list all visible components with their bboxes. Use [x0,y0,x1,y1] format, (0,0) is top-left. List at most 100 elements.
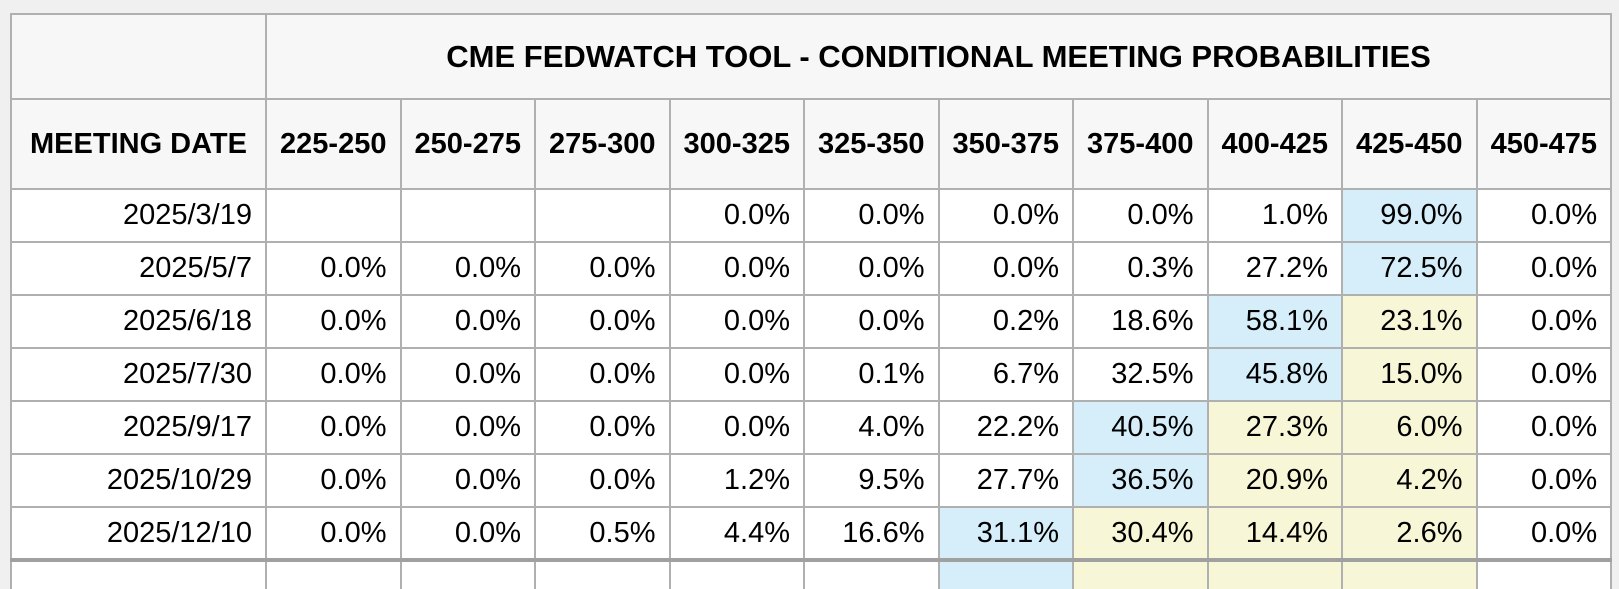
meeting-date-cell [10,558,267,589]
meeting-date-cell: 2025/7/30 [10,347,267,402]
probability-cell: 4.0% [803,400,940,455]
probability-cell: 0.0% [399,347,536,402]
probability-cell: 2.6% [1341,506,1478,561]
probability-cell: 0.0% [399,294,536,349]
probability-cell: 20.9% [1206,453,1343,508]
column-header-rate: 325-350 [803,98,940,190]
probability-cell: 22.2% [937,400,1074,455]
column-header-rate: 425-450 [1341,98,1478,190]
meeting-date-cell: 2025/5/7 [10,241,267,296]
probability-cell [399,188,536,243]
probability-cell: 0.0% [668,347,805,402]
probability-cell [1341,558,1478,589]
fedwatch-probabilities-table: CME FEDWATCH TOOL - CONDITIONAL MEETING … [10,13,1613,589]
column-header-rate: 450-475 [1475,98,1613,190]
probability-cell: 0.0% [1072,188,1209,243]
probability-cell [1072,558,1209,589]
probability-cell: 30.4% [1072,506,1209,561]
table-row: 2025/6/18 0.0% 0.0% 0.0% 0.0% 0.0% 0.2% … [10,294,1613,349]
probability-cell: 27.7% [937,453,1074,508]
partial-table-row [10,558,1613,589]
probability-cell: 0.0% [399,241,536,296]
probability-cell: 0.0% [1475,294,1613,349]
probability-cell [265,558,402,589]
probability-cell: 0.0% [1475,241,1613,296]
probability-cell: 0.5% [534,506,671,561]
table-row: 2025/3/19 0.0% 0.0% 0.0% 0.0% 1.0% 99.0%… [10,188,1613,243]
probability-cell [803,558,940,589]
probability-cell: 0.0% [265,453,402,508]
probability-cell [265,188,402,243]
probability-cell: 0.0% [534,400,671,455]
column-header-rate: 350-375 [937,98,1074,190]
meeting-date-cell: 2025/10/29 [10,453,267,508]
table-row: 2025/5/7 0.0% 0.0% 0.0% 0.0% 0.0% 0.0% 0… [10,241,1613,296]
probability-cell: 0.3% [1072,241,1209,296]
probability-cell [534,558,671,589]
table-row: 2025/9/17 0.0% 0.0% 0.0% 0.0% 4.0% 22.2%… [10,400,1613,455]
probability-cell: 0.0% [399,400,536,455]
column-header-rate: 250-275 [399,98,536,190]
probability-cell: 0.0% [399,506,536,561]
probability-cell: 0.0% [668,188,805,243]
probability-cell: 0.0% [803,188,940,243]
probability-cell: 1.0% [1206,188,1343,243]
probability-cell: 6.7% [937,347,1074,402]
probability-cell [668,558,805,589]
probability-cell: 0.0% [803,294,940,349]
meeting-date-cell: 2025/12/10 [10,506,267,561]
probability-cell: 0.0% [1475,453,1613,508]
column-header-rate: 400-425 [1206,98,1343,190]
probability-cell: 0.0% [265,347,402,402]
probability-cell: 0.0% [1475,506,1613,561]
probability-cell [937,558,1074,589]
probability-cell: 0.0% [1475,400,1613,455]
probability-cell: 4.2% [1341,453,1478,508]
table-title: CME FEDWATCH TOOL - CONDITIONAL MEETING … [264,13,1613,100]
column-header-rate: 375-400 [1072,98,1209,190]
probability-cell: 58.1% [1206,294,1343,349]
probability-cell: 40.5% [1072,400,1209,455]
meeting-date-cell: 2025/3/19 [10,188,267,243]
table-row: 2025/10/29 0.0% 0.0% 0.0% 1.2% 9.5% 27.7… [10,453,1613,508]
probability-cell: 27.2% [1206,241,1343,296]
probability-cell: 32.5% [1072,347,1209,402]
probability-cell: 0.0% [1475,188,1613,243]
probability-cell: 0.0% [937,188,1074,243]
probability-cell: 16.6% [803,506,940,561]
probability-cell [399,558,536,589]
probability-cell: 72.5% [1341,241,1478,296]
probability-cell: 0.0% [534,294,671,349]
probability-cell: 0.0% [399,453,536,508]
probability-cell [1206,558,1343,589]
probability-cell: 0.0% [668,294,805,349]
probability-cell: 0.0% [534,241,671,296]
table-row: 2025/7/30 0.0% 0.0% 0.0% 0.0% 0.1% 6.7% … [10,347,1613,402]
probability-cell: 15.0% [1341,347,1478,402]
probability-cell [1475,558,1613,589]
title-row: CME FEDWATCH TOOL - CONDITIONAL MEETING … [10,13,1613,100]
probability-cell: 45.8% [1206,347,1343,402]
corner-cell [10,13,267,100]
column-header-meeting-date: MEETING DATE [10,98,267,190]
probability-cell: 6.0% [1341,400,1478,455]
probability-cell: 99.0% [1341,188,1478,243]
meeting-date-cell: 2025/6/18 [10,294,267,349]
probability-cell: 27.3% [1206,400,1343,455]
probability-cell: 23.1% [1341,294,1478,349]
column-header-rate: 225-250 [265,98,402,190]
probability-cell: 31.1% [937,506,1074,561]
probability-cell: 0.0% [937,241,1074,296]
probability-cell: 36.5% [1072,453,1209,508]
probability-cell: 18.6% [1072,294,1209,349]
column-header-rate: 300-325 [668,98,805,190]
table-row: 2025/12/10 0.0% 0.0% 0.5% 4.4% 16.6% 31.… [10,506,1613,561]
probability-cell: 0.0% [534,347,671,402]
probability-cell: 0.0% [265,241,402,296]
probability-cell: 14.4% [1206,506,1343,561]
probability-cell: 0.0% [668,400,805,455]
probability-cell: 0.0% [265,294,402,349]
probability-cell: 0.0% [668,241,805,296]
probability-cell: 9.5% [803,453,940,508]
probability-cell: 0.0% [265,400,402,455]
